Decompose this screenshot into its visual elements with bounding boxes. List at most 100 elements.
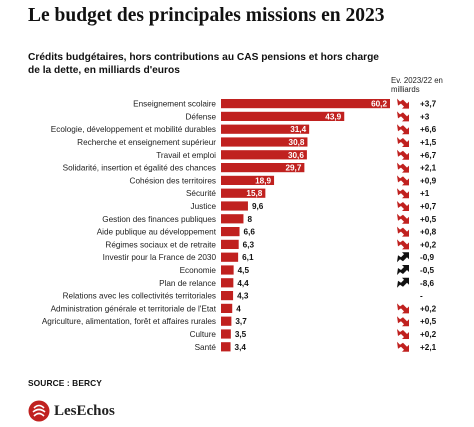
- category-label: Régimes sociaux et de retraite: [105, 240, 216, 249]
- change-label: +0,2: [420, 304, 437, 313]
- trend-up-arrow-icon: [397, 341, 409, 352]
- bar: [221, 252, 239, 262]
- category-label: Recherche et enseignement supérieur: [77, 138, 216, 147]
- bar: [221, 316, 232, 326]
- value-label: 3,4: [235, 343, 247, 352]
- change-label: +0,5: [420, 215, 437, 224]
- value-label: 4: [236, 304, 241, 313]
- bar: [221, 111, 345, 121]
- trend-up-arrow-icon: [397, 111, 409, 122]
- category-label: Défense: [186, 112, 217, 121]
- les-echos-logo: LesEchos: [28, 400, 115, 422]
- category-label: Cohésion des territoires: [130, 176, 216, 185]
- trend-up-arrow-icon: [397, 137, 409, 147]
- value-label: 60,2: [371, 100, 387, 109]
- change-label: +0,2: [420, 240, 437, 249]
- trend-up-arrow-icon: [397, 149, 409, 160]
- change-label: +6,7: [420, 151, 437, 160]
- category-label: Aide publique au développement: [97, 228, 217, 237]
- value-label: 29,7: [285, 164, 301, 173]
- category-label: Investir pour la France de 2030: [103, 253, 217, 262]
- category-label: Travail et emploi: [156, 151, 216, 160]
- bar: [221, 150, 307, 160]
- trend-up-arrow-icon: [397, 316, 409, 327]
- source-note: SOURCE : BERCY: [28, 378, 102, 388]
- bar: [221, 99, 390, 109]
- change-label: +6,6: [420, 125, 437, 134]
- change-label: +1: [420, 189, 430, 198]
- bar: [221, 278, 234, 288]
- trend-up-arrow-icon: [397, 162, 409, 173]
- trend-up-arrow-icon: [397, 124, 409, 135]
- trend-up-arrow-icon: [397, 98, 409, 109]
- value-label: 3,5: [235, 330, 247, 339]
- category-label: Sécurité: [186, 189, 216, 198]
- category-label: Solidarité, insertion et égalité des cha…: [63, 164, 216, 173]
- value-label: 4,3: [237, 292, 249, 301]
- change-label: +3,7: [420, 100, 437, 109]
- value-label: 15,8: [246, 189, 262, 198]
- trend-up-arrow-icon: [397, 329, 409, 339]
- change-label: +0,2: [420, 330, 437, 339]
- category-label: Gestion des finances publiques: [102, 215, 216, 224]
- trend-down-arrow-icon: [397, 252, 409, 263]
- chart-title: Le budget des principales missions en 20…: [28, 5, 385, 26]
- change-label: -0,9: [420, 253, 435, 262]
- value-label: 31,4: [290, 125, 306, 134]
- value-label: 3,7: [235, 317, 247, 326]
- les-echos-wordmark: LesEchos: [54, 402, 115, 419]
- trend-down-arrow-icon: [397, 265, 409, 275]
- bar: [221, 175, 275, 185]
- category-label: Justice: [191, 202, 217, 211]
- value-label: 30,6: [288, 151, 304, 160]
- bar: [221, 329, 231, 339]
- trend-up-arrow-icon: [397, 213, 409, 224]
- bar: [221, 303, 233, 313]
- value-label: 18,9: [255, 176, 271, 185]
- bar: [221, 163, 305, 173]
- value-label: 4,5: [238, 266, 250, 275]
- value-label: 8: [247, 215, 252, 224]
- change-label: +0,5: [420, 317, 437, 326]
- trend-up-arrow-icon: [397, 175, 409, 186]
- value-label: 6,1: [242, 253, 254, 262]
- trend-up-arrow-icon: [397, 239, 409, 250]
- bar: [221, 124, 310, 134]
- les-echos-mark-icon: [28, 400, 50, 422]
- change-label: +3: [420, 112, 430, 121]
- category-label: Ecologie, développement et mobilité dura…: [51, 125, 216, 134]
- chart-subtitle: Crédits budgétaires, hors contributions …: [28, 52, 379, 76]
- trend-up-arrow-icon: [397, 188, 409, 199]
- value-label: 4,4: [237, 279, 249, 288]
- bar: [221, 227, 240, 237]
- category-label: Agriculture, alimentation, forêt et affa…: [42, 317, 216, 326]
- category-label: Culture: [190, 330, 217, 339]
- change-label: +2,1: [420, 343, 437, 352]
- category-label: Santé: [195, 343, 217, 352]
- category-label: Relations avec les collectivités territo…: [63, 292, 216, 301]
- bar: [221, 342, 231, 352]
- change-label: +2,1: [420, 164, 437, 173]
- change-label: +0,7: [420, 202, 437, 211]
- change-label: +0,8: [420, 228, 437, 237]
- category-label: Plan de relance: [159, 279, 216, 288]
- bar: [221, 239, 239, 249]
- value-label: 43,9: [325, 112, 341, 121]
- bar: [221, 291, 234, 301]
- change-label: +0,9: [420, 176, 437, 185]
- change-label: -0,5: [420, 266, 435, 275]
- bar: [221, 265, 234, 275]
- category-label: Economie: [180, 266, 217, 275]
- change-label: +1,5: [420, 138, 437, 147]
- category-label: Administration générale et territoriale …: [51, 304, 217, 313]
- value-label: 6,6: [244, 228, 256, 237]
- trend-up-arrow-icon: [397, 201, 409, 211]
- value-label: 30,8: [289, 138, 305, 147]
- bar: [221, 201, 248, 211]
- value-label: 6,3: [243, 240, 255, 249]
- category-label: Enseignement scolaire: [133, 100, 216, 109]
- trend-down-arrow-icon: [397, 277, 409, 288]
- bar: [221, 214, 244, 224]
- trend-up-arrow-icon: [397, 303, 409, 314]
